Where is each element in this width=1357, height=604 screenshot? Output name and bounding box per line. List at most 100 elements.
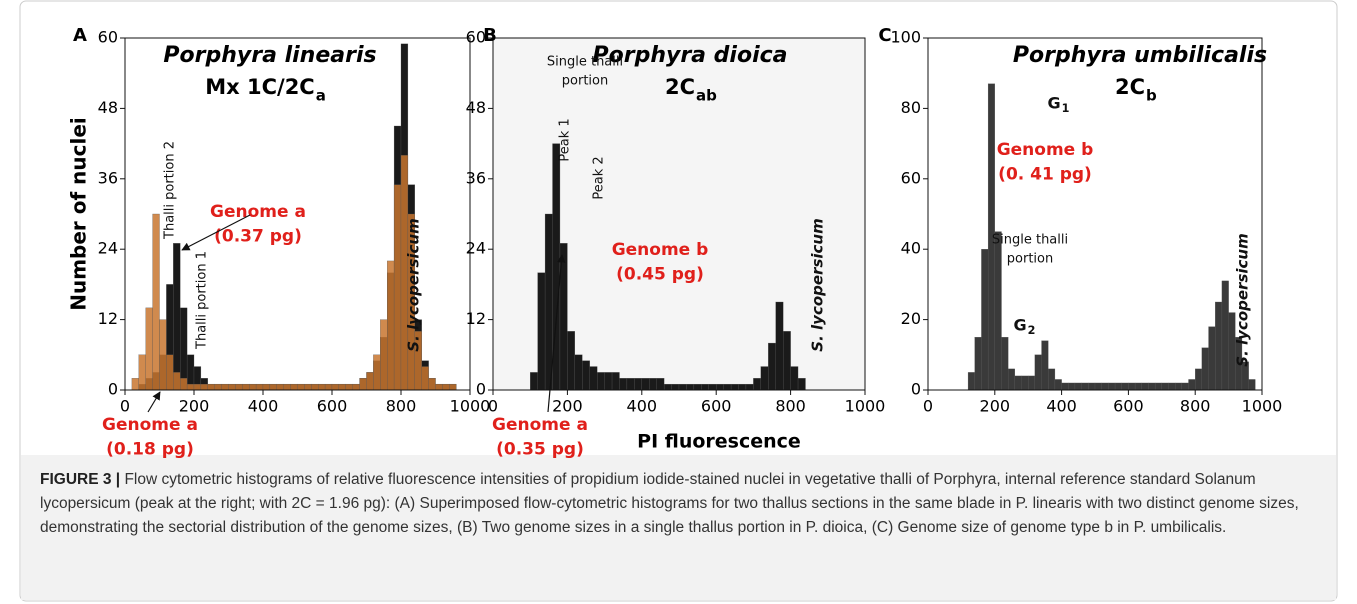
histogram-bar [1088,382,1096,391]
y-axis-label: Number of nuclei [67,117,91,311]
histogram-bar [663,383,672,391]
histogram-bar [634,378,642,391]
histogram-bar [604,372,613,391]
y-tick-label: 20 [901,309,921,328]
x-tick-label: 200 [980,397,1011,416]
panel-letter: B [483,25,497,46]
histogram-bar [649,378,657,391]
histogram-bar [1048,368,1056,391]
y-tick-label: 60 [98,28,118,47]
histogram-bar [671,383,680,391]
caption-label: FIGURE 3 | [40,471,121,488]
histogram-bar [701,383,709,391]
histogram-bar [235,383,243,391]
histogram-bar [768,342,776,391]
histogram-bar [544,213,553,391]
histogram-bar [1028,375,1036,391]
histogram-bar [435,383,443,391]
histogram-bar [1161,382,1169,391]
histogram-bar [738,383,747,391]
histogram-bar [1181,382,1189,391]
histogram-bar [345,383,353,391]
histogram-bar [597,372,605,391]
histogram-bar [1001,337,1009,391]
y-tick-label: 100 [890,28,921,47]
histogram-bar [1128,382,1136,391]
histogram-bar [331,383,340,391]
y-tick-label: 40 [901,239,921,258]
histogram-bar [1094,382,1102,391]
y-tick-label: 48 [466,98,486,117]
panel-subtitle: Mx 1C/2C [205,75,314,99]
x-tick-label: 600 [1113,397,1144,416]
annotation: S. lycopersicum [405,218,423,351]
annotation: Peak 2 [592,156,607,199]
panel-subtitle: 2C [665,75,695,99]
histogram-bar [318,383,326,391]
y-tick-label: 0 [911,380,921,399]
histogram-bar [723,383,732,391]
histogram-bar [249,383,257,391]
histogram-bar [537,272,546,391]
histogram-bar [380,319,388,391]
x-tick-label: 0 [120,397,130,416]
y-tick-label: 12 [466,309,486,328]
histogram-bar [221,383,229,391]
histogram-bar [1208,326,1216,391]
histogram-bar [574,354,583,391]
histogram-bar [311,383,319,391]
histogram-bar [797,378,806,391]
annotation: G [1047,94,1060,113]
histogram-bar [442,383,450,391]
annotation: Genome b [612,240,709,260]
histogram-bar [1068,382,1076,391]
caption-background [21,455,1336,600]
annotation: (0. 41 pg) [998,165,1092,185]
histogram-bar [269,383,277,391]
histogram-bar [1175,382,1182,391]
x-tick-label: 200 [552,397,583,416]
x-tick-label: 800 [386,397,417,416]
panel-letter: C [878,25,891,46]
histogram-bar [1134,382,1142,391]
arrow [547,254,566,413]
annotation: Genome a [102,415,198,435]
histogram-bar [619,378,628,391]
histogram-bar [242,383,250,391]
histogram-bar [152,213,160,391]
histogram-bar [611,372,620,391]
histogram-bar [641,378,650,391]
histogram-bar [393,184,402,391]
histogram-bar [387,260,395,391]
annotation: Single thalli [547,55,623,70]
histogram-bar [589,366,598,391]
y-tick-label: 36 [466,168,486,187]
histogram-bar [1201,347,1209,391]
annotation: portion [1007,251,1053,266]
x-tick-label: 0 [923,397,933,416]
y-tick-label: 24 [466,239,486,258]
caption: FIGURE 3 | Flow cytometric histograms of… [40,468,1320,540]
y-tick-label: 60 [901,168,921,187]
histogram-bar [775,301,784,391]
histogram-bar [626,378,635,391]
histogram-bar [214,383,222,391]
histogram-bar [994,231,1002,391]
histogram-bar [255,383,264,391]
histogram-bar [290,383,298,391]
annotation: S. lycopersicum [809,218,827,351]
histogram-bar [783,331,791,391]
histogram-bar [1041,340,1049,391]
histogram-bar [159,319,167,391]
annotation: Thalli portion 1 [195,251,210,350]
histogram-bar [304,383,312,391]
panel-title: Porphyra dioica [592,43,787,68]
annotation: (0.18 pg) [106,440,194,460]
histogram-bar [730,383,739,391]
histogram-bar [138,354,146,391]
annotation: Genome a [210,202,306,222]
histogram-bar [1054,379,1062,391]
x-tick-label: 400 [248,397,279,416]
